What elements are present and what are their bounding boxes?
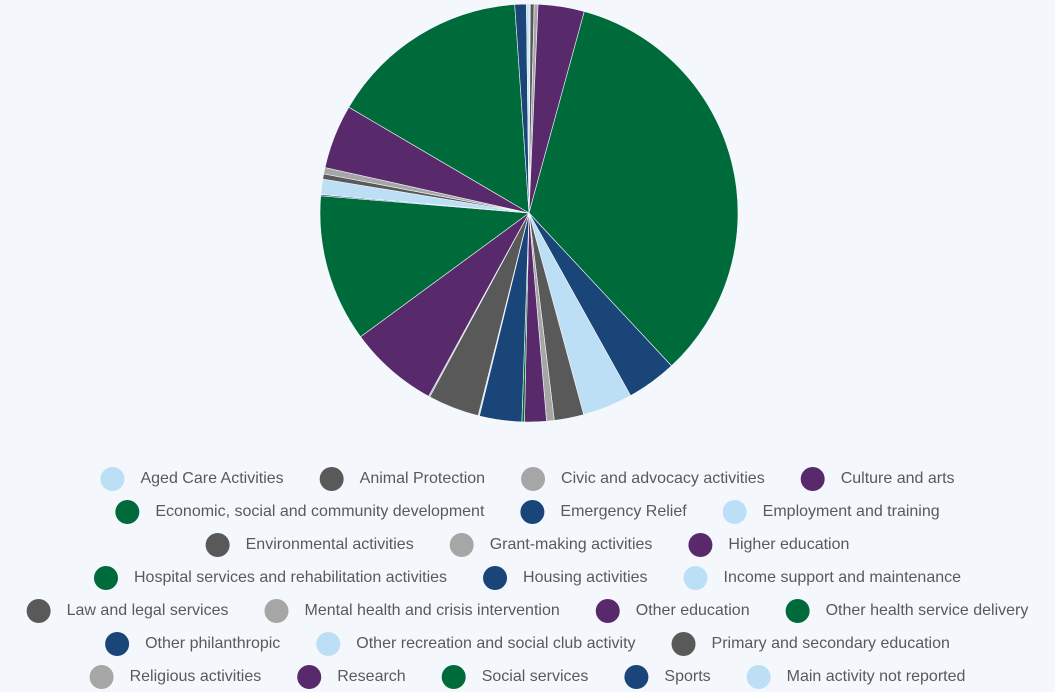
legend-label: Sports (664, 668, 710, 685)
legend-label: Higher education (728, 536, 849, 553)
legend-marker (264, 599, 289, 623)
legend-marker (746, 665, 771, 689)
legend-row: Economic, social and community developme… (115, 500, 940, 524)
legend-row: Law and legal services Mental health and … (26, 599, 1029, 623)
legend-marker (671, 632, 696, 656)
legend-label: Main activity not reported (787, 668, 966, 685)
legend-label: Employment and training (763, 503, 940, 520)
legend-marker (785, 599, 810, 623)
legend-marker (100, 467, 125, 491)
legend-marker (722, 500, 747, 524)
legend-row: Aged Care Activities Animal Protection Civ… (100, 467, 955, 491)
legend-label: Research (337, 668, 405, 685)
legend-label: Emergency Relief (560, 503, 687, 520)
legend-row: Religious activities Research Social servi… (89, 665, 966, 689)
legend-label: Other philanthropic (145, 635, 280, 652)
legend-label: Culture and arts (841, 470, 955, 487)
legend-label: Other recreation and social club activit… (356, 635, 635, 652)
legend-marker (89, 665, 114, 689)
legend-label: Grant-making activities (490, 536, 653, 553)
legend-marker (205, 533, 230, 557)
legend-marker (521, 467, 546, 491)
legend-label: Aged Care Activities (140, 470, 283, 487)
pie-slice (528, 11, 739, 367)
legend-marker (105, 632, 130, 656)
legend-marker (688, 533, 713, 557)
pie-slice (348, 4, 530, 214)
legend-marker (115, 500, 140, 524)
legend-label: Animal Protection (360, 470, 485, 487)
legend-marker (624, 665, 649, 689)
legend-marker (520, 500, 545, 524)
legend-marker (297, 665, 322, 689)
legend-marker (800, 467, 825, 491)
legend-label: Other health service delivery (826, 602, 1029, 619)
legend-label: Hospital services and rehabilitation act… (134, 569, 447, 586)
legend-label: Civic and advocacy activities (561, 470, 765, 487)
legend-label: Income support and maintenance (724, 569, 962, 586)
legend-row: Environmental activities Grant-making act… (205, 533, 849, 557)
legend-marker (319, 467, 344, 491)
legend-label: Housing activities (523, 569, 648, 586)
legend-label: Social services (482, 668, 589, 685)
legend-marker (316, 632, 341, 656)
pie-slice (526, 3, 530, 214)
legend-row: Hospital services and rehabilitation act… (93, 566, 962, 590)
legend-marker (449, 533, 474, 557)
legend-label: Religious activities (130, 668, 262, 685)
legend-label: Law and legal services (67, 602, 229, 619)
legend-marker (483, 566, 508, 590)
legend-label: Environmental activities (246, 536, 414, 553)
legend-marker (441, 665, 466, 689)
legend-marker (93, 566, 118, 590)
legend-row: Other philanthropic Other recreation and … (105, 632, 950, 656)
legend-marker (683, 566, 708, 590)
legend-marker (26, 599, 51, 623)
legend-label: Primary and secondary education (712, 635, 950, 652)
pie-slice (319, 195, 530, 338)
legend-marker (595, 599, 620, 623)
legend-label: Other education (636, 602, 750, 619)
legend-label: Mental health and crisis intervention (305, 602, 560, 619)
legend-label: Economic, social and community developme… (155, 503, 485, 520)
